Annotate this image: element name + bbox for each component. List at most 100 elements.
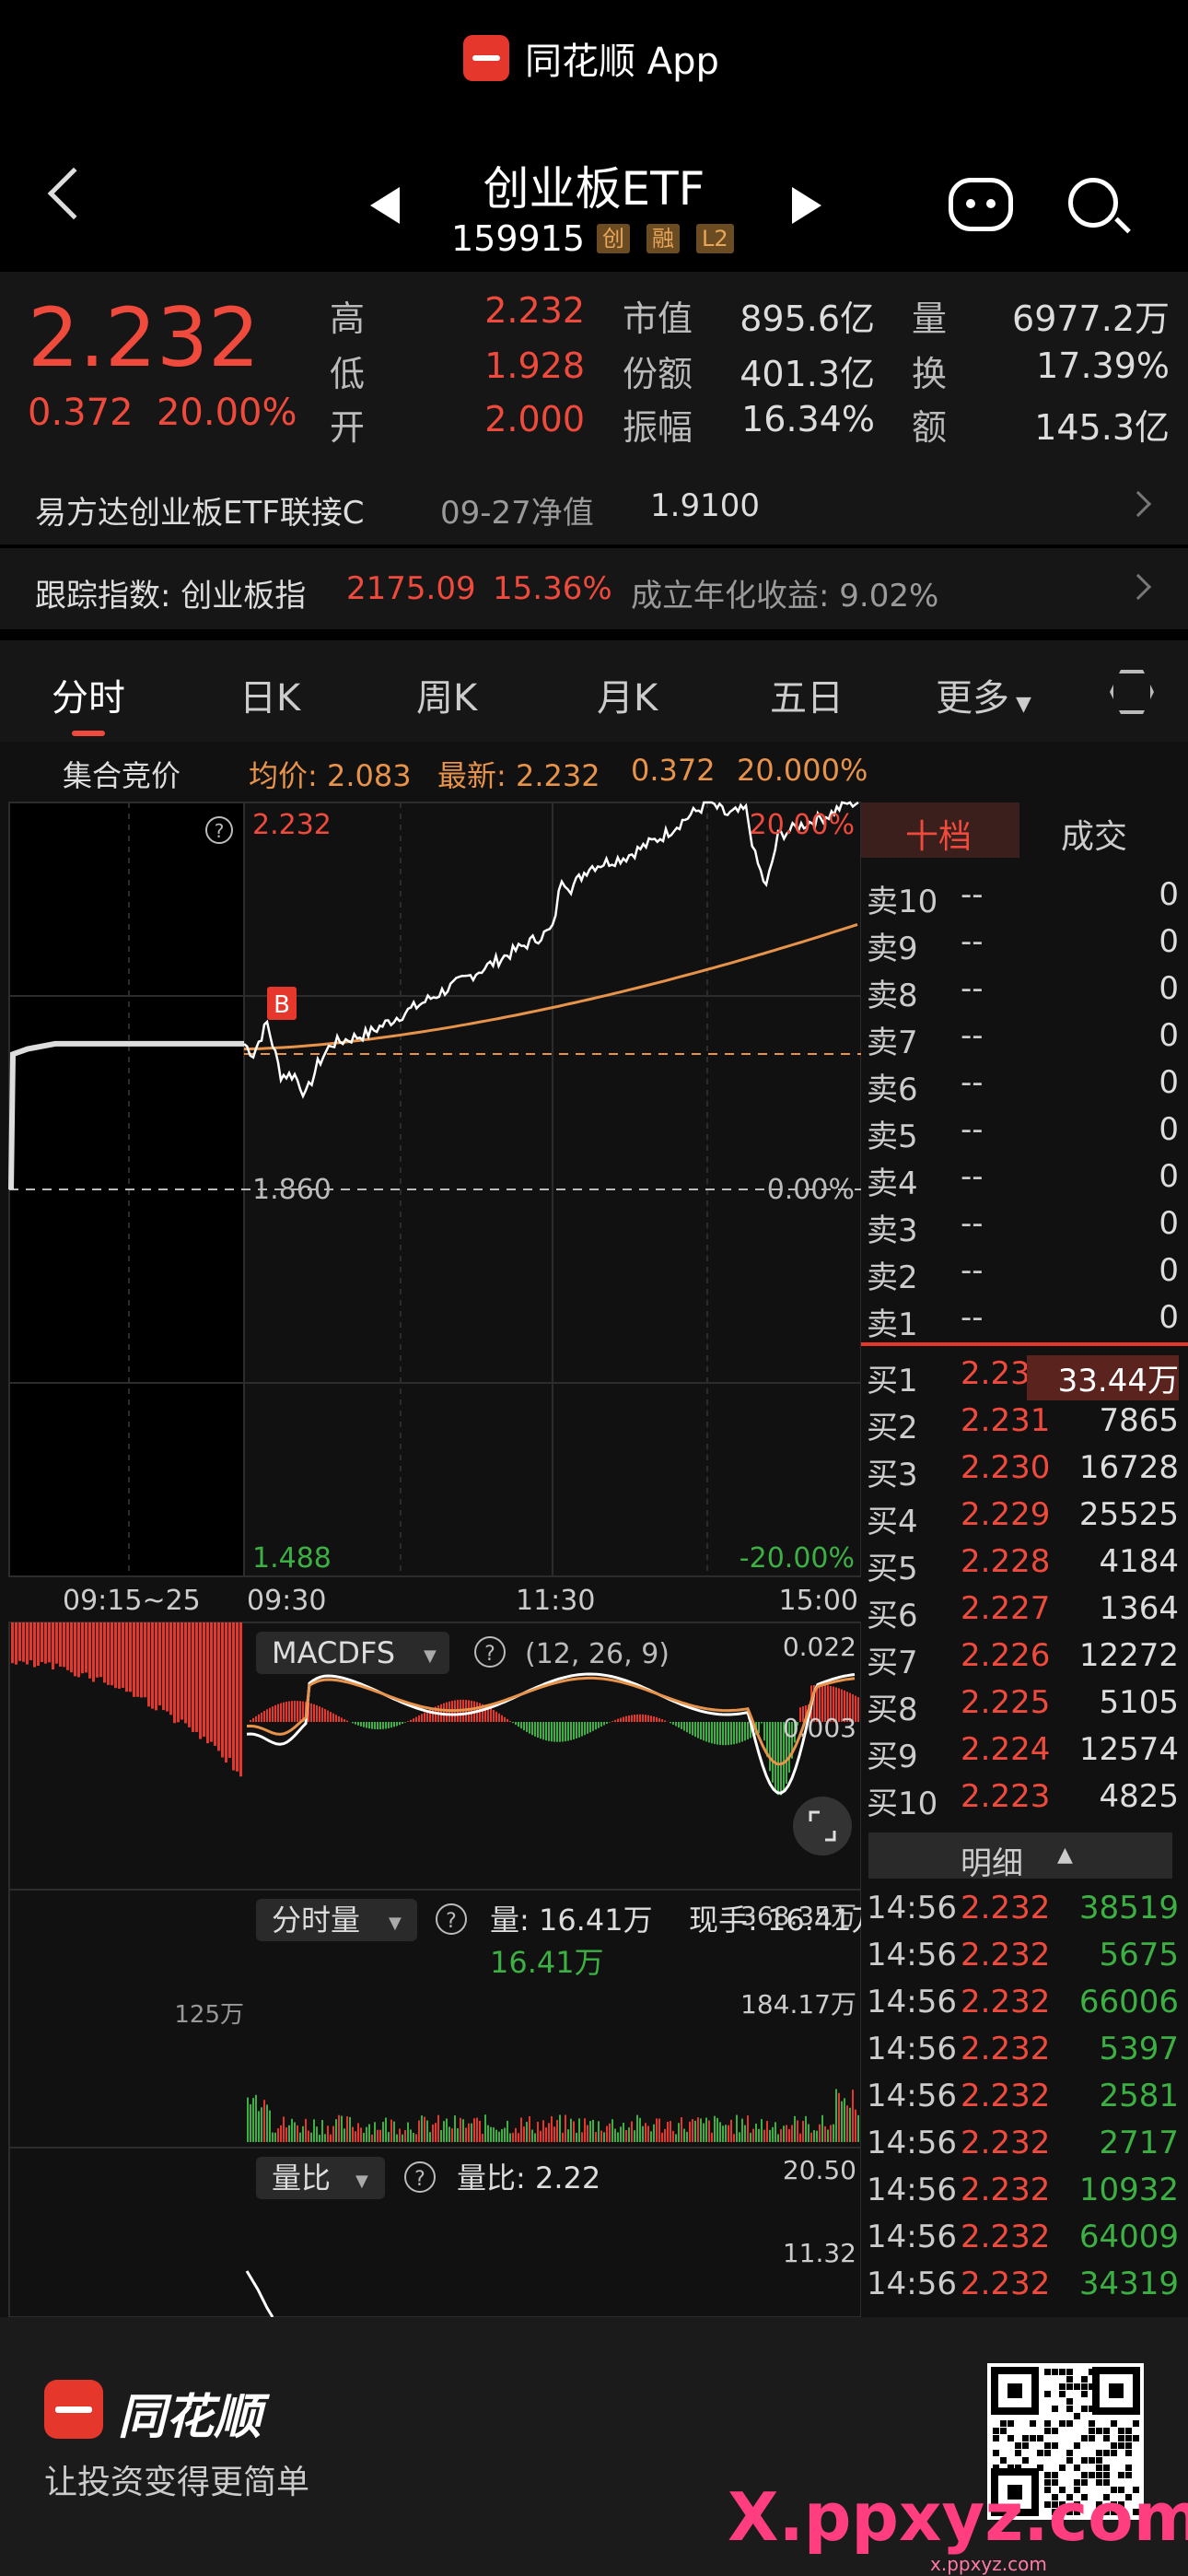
qr-code-icon [987,2363,1144,2520]
volume-bar [683,2128,685,2142]
qr-module [1111,2487,1117,2493]
volume-bar [462,2119,464,2142]
change-pct: 20.00% [156,392,297,434]
tab-daily-k[interactable]: 日K [239,677,301,720]
auction-volume-bar [199,1622,202,1739]
axis-bottom-pct: -20.00% [740,1542,855,1575]
tab-five-day[interactable]: 五日 [770,677,844,720]
volume-bar [266,2104,268,2142]
macd-bar [324,1708,326,1722]
qr-module [1111,2509,1117,2515]
qr-module [1111,2450,1117,2456]
bid-vol: 1364 [1099,1590,1179,1627]
macd-bar [507,1718,508,1722]
trade-price: 2.232 [961,2172,1051,2208]
tab-more[interactable]: 更多 ▼ [936,668,1031,721]
latest-pct: 20.000% [737,753,868,788]
qr-module [1096,2457,1102,2464]
qr-module [993,2465,999,2471]
auction-volume-bar [232,1622,235,1771]
next-stock-icon[interactable] [792,187,821,224]
volume-bar [346,2116,348,2142]
volume-bar [308,2130,309,2142]
macd-dif-line [246,1672,856,1795]
settings-icon[interactable] [1110,670,1154,714]
macd-bar [833,1686,834,1722]
volume-bar [844,2098,845,2142]
volume-bar [272,2132,274,2142]
macd-bar [711,1722,713,1744]
value-high: 2.232 [484,290,585,331]
macd-bar [310,1703,312,1722]
qr-module [1089,2435,1095,2441]
qr-module [1074,2465,1080,2471]
prev-stock-icon[interactable] [370,187,400,224]
macd-bar [736,1722,738,1744]
volume-bar [501,2128,503,2142]
qr-module [1052,2406,1058,2412]
volume-bar [553,2126,555,2142]
trade-time: 14:56 [867,2031,957,2067]
dropdown-icon: ▼ [1009,693,1031,716]
macd-bar [368,1722,370,1729]
volume-bar [664,2128,666,2142]
auction-volume-bar [29,1622,32,1661]
volume-bar [736,2114,738,2142]
linked-fund-row[interactable]: 易方达创业板ETF联接C 09-27净值 1.9100 [0,465,1188,546]
macd-bar [308,1702,309,1722]
volume-bar [468,2123,470,2142]
macd-bar [520,1722,522,1729]
qr-module [1007,2435,1014,2441]
help-icon [474,1636,506,1668]
qr-module [1118,2509,1124,2515]
qr-module [1044,2501,1051,2508]
tab-intraday[interactable]: 分时 [52,677,125,720]
volume-bar [689,2121,691,2142]
macd-bar [576,1722,577,1739]
volume-bar [415,2134,417,2142]
volume-bar [443,2121,445,2142]
macd-bar [399,1722,401,1726]
qr-module [1118,2428,1124,2434]
macd-bar [578,1722,580,1738]
tracking-index-row[interactable]: 跟踪指数: 创业板指 2175.09 15.36% 成立年化收益: 9.02% [0,548,1188,629]
auction-volume-bar [169,1622,172,1715]
volume-bar [277,2128,279,2142]
volume-bar [344,2128,345,2142]
macd-bar [512,1722,514,1724]
trade-price: 2.232 [961,2125,1051,2161]
ask-label: 卖3 [867,1212,918,1249]
qr-module [1052,2428,1058,2434]
bid-label: 买10 [867,1786,938,1822]
volume-bar [263,2100,265,2142]
volume-bar [730,2119,732,2142]
ask-label: 卖6 [867,1071,918,1108]
assistant-robot-icon[interactable] [949,178,1013,231]
detail-toggle[interactable]: 明细 ▲ [868,1832,1172,1882]
volume-bar [788,2128,790,2142]
macd-bar [645,1715,646,1722]
bid-label: 买8 [867,1692,918,1728]
macd-bar [313,1704,315,1722]
bid-vol: 4825 [1099,1778,1179,1815]
volume-bar [686,2131,688,2142]
macd-bar [761,1722,763,1724]
qr-module [1089,2406,1095,2412]
macd-bar [750,1722,751,1739]
volume-bar [482,2134,483,2142]
bid-price: 2.230 [961,1449,1051,1486]
tab-monthly-k[interactable]: 月K [597,677,658,720]
macd-bar [634,1715,635,1722]
buy-marker-bg [267,987,297,1020]
trade-price: 2.232 [961,2266,1051,2302]
tab-trades[interactable]: 成交 [1019,802,1188,858]
volume-bar [697,2117,699,2142]
auction-volume-bar [111,1622,113,1686]
macd-bar [288,1701,290,1722]
tab-weekly-k[interactable]: 周K [416,677,478,720]
volume-bar [675,2134,677,2142]
search-icon[interactable] [1068,178,1118,228]
tab-ten-levels[interactable]: 十档 [861,802,1019,858]
auction-volume-bar [155,1622,157,1711]
volume-bar [581,2132,583,2142]
